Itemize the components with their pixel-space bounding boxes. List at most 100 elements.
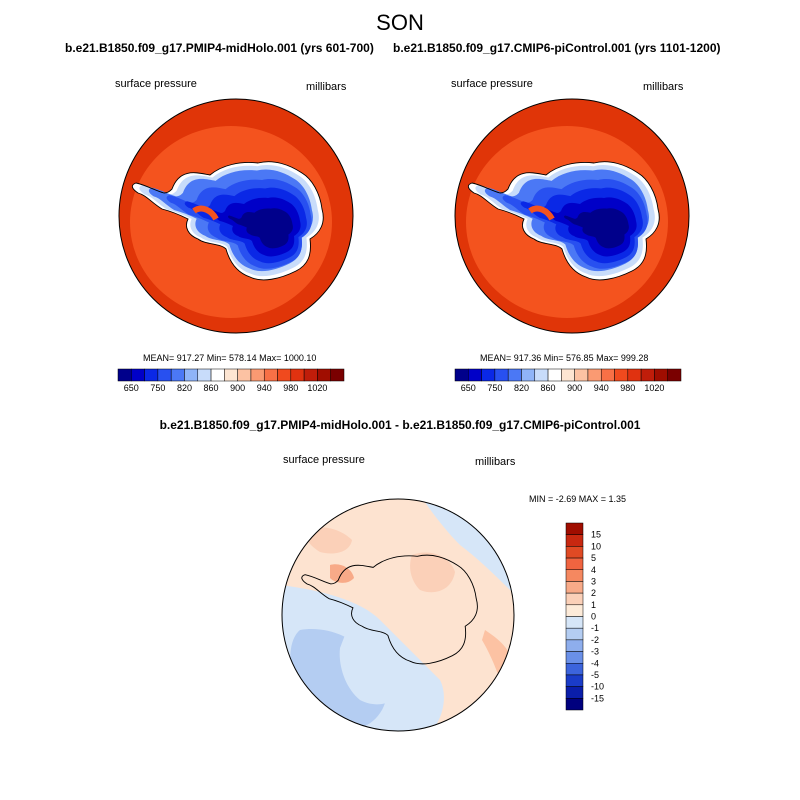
panel-2-colorbar-box (654, 368, 668, 382)
panel-1-colorbar-box (144, 368, 159, 382)
panel-1-antarctica (131, 161, 324, 281)
difference-colorbar-tick-label: -10 (591, 682, 604, 692)
difference-colorbar-box (565, 616, 584, 629)
panel-2-colorbar-box (561, 368, 575, 382)
panel-2-colorbar-box (627, 368, 642, 382)
panel-1-colorbar-tick-label: 650 (124, 383, 139, 393)
difference-colorbar-box (565, 522, 584, 535)
panel-2-colorbar-box (640, 368, 655, 382)
difference-colorbar-box (565, 557, 584, 570)
panel-2-units-label: millibars (643, 81, 684, 93)
difference-colorbar-tick-label: 1 (591, 600, 596, 610)
panel-1-colorbar-box (184, 368, 199, 382)
difference-colorbar-box (565, 592, 584, 606)
panel-1-colorbar-box (224, 368, 238, 382)
panel-2-colorbar-tick-label: 650 (461, 383, 476, 393)
panel-1-colorbar-tick-label: 1020 (307, 383, 327, 393)
panel-1-colorbar-box (170, 368, 185, 382)
panel-1-colorbar-box (330, 368, 345, 382)
panel-2-colorbar-box (614, 368, 629, 382)
panel-1-colorbar: 650 750 820 860 900 940 980 1020 (117, 368, 345, 393)
panel-1-colorbar-tick-label: 860 (204, 383, 219, 393)
panel-1-colorbar-box (117, 368, 132, 382)
panel-1-colorbar-tick-label: 940 (257, 383, 272, 393)
panel-1-colorbar-tick-label: 980 (283, 383, 298, 393)
panel-2-colorbar-tick-label: 860 (541, 383, 556, 393)
difference-colorbar-tick-label: -15 (591, 693, 604, 703)
panel-1-colorbar-box (317, 368, 331, 382)
panel-1-colorbar-box (131, 368, 145, 382)
panel-2-stats: MEAN= 917.36 Min= 576.85 Max= 999.28 (480, 353, 649, 363)
panel-1-colorbar-box (237, 368, 252, 382)
difference-title: b.e21.B1850.f09_g17.PMIP4-midHolo.001 - … (159, 418, 641, 432)
difference-colorbar-tick-label: 0 (591, 612, 596, 622)
panel-1-colorbar-tick-label: 900 (230, 383, 245, 393)
panel-1-stats: MEAN= 917.27 Min= 578.14 Max= 1000.10 (143, 353, 317, 363)
panel-1-units-label: millibars (306, 81, 347, 93)
difference-colorbar-box (565, 686, 584, 699)
difference-colorbar-tick-label: -5 (591, 670, 599, 680)
panel-2-colorbar-tick-label: 1020 (644, 383, 664, 393)
difference-units-label: millibars (475, 456, 516, 468)
difference-colorbar-box (565, 639, 584, 652)
difference-colorbar-tick-label: 3 (591, 576, 596, 586)
panel-2-colorbar-box (454, 368, 469, 382)
panel-2-colorbar-box (547, 368, 562, 382)
panel-1-colorbar-tick-label: 820 (177, 383, 192, 393)
difference-variable-label: surface pressure (283, 454, 365, 466)
difference-colorbar-box (565, 569, 584, 582)
panel-1-variable-label: surface pressure (115, 78, 197, 90)
panel-1-colorbar-box (157, 368, 172, 382)
difference-map (281, 498, 515, 732)
panel-1-case-title: b.e21.B1850.f09_g17.PMIP4-midHolo.001 (y… (65, 41, 374, 55)
panel-2-colorbar-box (587, 368, 602, 382)
panel-2-antarctica (467, 161, 660, 281)
panel-2-colorbar: 650 750 820 860 900 940 980 1020 (454, 368, 682, 393)
panel-2-colorbar-box (494, 368, 509, 382)
panel-2-colorbar-box (468, 368, 482, 382)
panel-2-variable-label: surface pressure (451, 78, 533, 90)
difference-colorbar-tick-label: -1 (591, 623, 599, 633)
difference-minmax: MIN = -2.69 MAX = 1.35 (529, 494, 627, 504)
difference-colorbar-tick-label: -2 (591, 635, 599, 645)
difference-colorbar-box (565, 698, 584, 711)
difference-colorbar-tick-label: 15 (591, 530, 601, 540)
panel-2-colorbar-box (600, 368, 615, 382)
panel-1-colorbar-box (197, 368, 212, 382)
figure-title: SON (376, 10, 424, 35)
difference-colorbar-tick-label: 5 (591, 553, 596, 563)
panel-2-colorbar-box (481, 368, 496, 382)
panel-1-colorbar-box (263, 368, 278, 382)
difference-colorbar-tick-label: 10 (591, 541, 601, 551)
panel-2-colorbar-tick-label: 980 (620, 383, 635, 393)
difference-colorbar-tick-label: 2 (591, 588, 596, 598)
difference-colorbar-box (565, 581, 584, 594)
panel-2-colorbar-tick-label: 940 (594, 383, 609, 393)
difference-colorbar-box (565, 627, 584, 641)
panel-2-colorbar-box (521, 368, 536, 382)
difference-colorbar-tick-label: 4 (591, 565, 596, 575)
difference-colorbar-tick-label: -3 (591, 647, 599, 657)
difference-colorbar-box (565, 546, 584, 559)
panel-2-map (454, 98, 690, 334)
difference-colorbar-tick-label: -4 (591, 658, 599, 668)
panel-1-map (118, 98, 354, 334)
panel-2-colorbar-box (574, 368, 589, 382)
panel-2-colorbar-tick-label: 750 (487, 383, 502, 393)
panel-1-colorbar-box (277, 368, 292, 382)
difference-colorbar-box (565, 534, 584, 547)
panel-2-colorbar-tick-label: 900 (567, 383, 582, 393)
difference-colorbar-box (565, 663, 584, 676)
panel-1-colorbar-box (303, 368, 318, 382)
panel-2-case-title: b.e21.B1850.f09_g17.CMIP6-piControl.001 … (393, 41, 721, 55)
panel-1-colorbar-box (250, 368, 265, 382)
panel-1-colorbar-box (210, 368, 225, 382)
panel-1-colorbar-tick-label: 750 (150, 383, 165, 393)
panel-2-colorbar-box (507, 368, 522, 382)
panel-2-colorbar-box (667, 368, 682, 382)
difference-colorbar-box (565, 674, 584, 687)
panel-1-colorbar-box (290, 368, 305, 382)
